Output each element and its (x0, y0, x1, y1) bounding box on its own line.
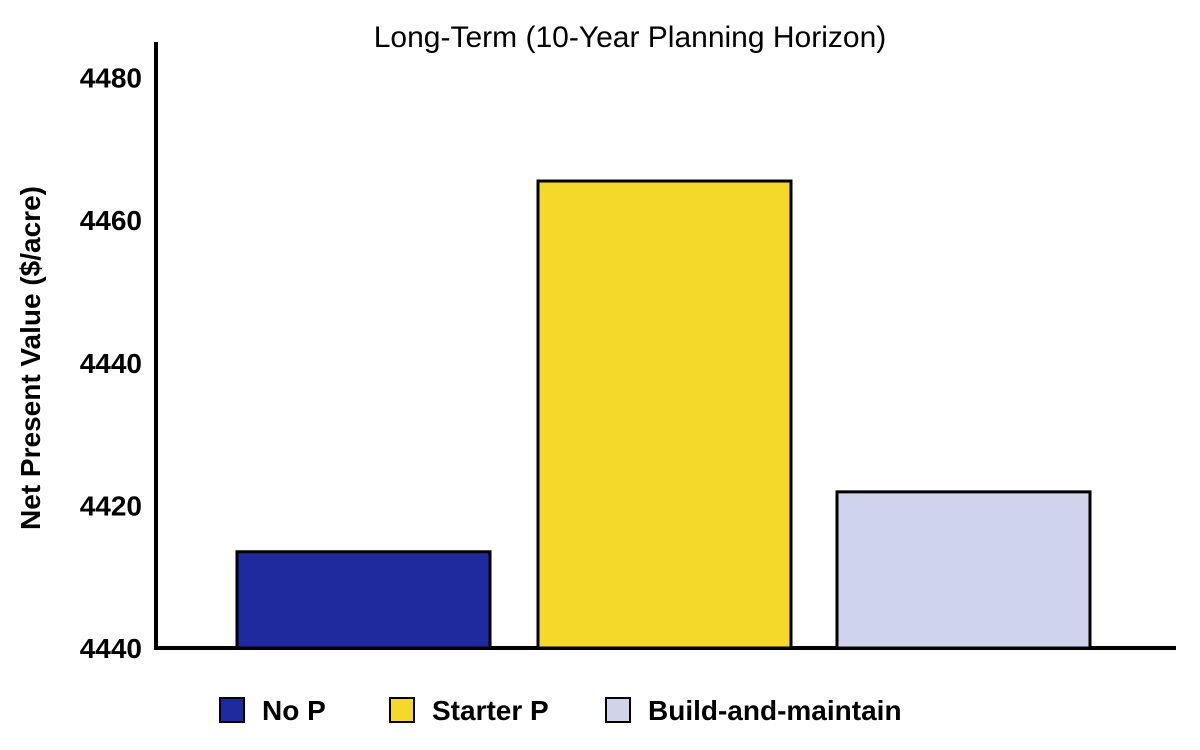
legend-label: No P (262, 695, 326, 726)
legend-label: Starter P (432, 695, 549, 726)
legend: No P Starter P Build-and-maintain (219, 695, 902, 726)
y-tick-label: 4460 (80, 205, 142, 236)
bar-build-and-maintain (835, 490, 1092, 650)
y-tick-label: 4440 (80, 348, 142, 379)
legend-swatch (605, 697, 631, 723)
bars (235, 179, 1092, 650)
y-tick-label: 4440 (80, 633, 142, 664)
bar-starter-p (536, 179, 793, 650)
y-tick-labels: 4440 4420 4440 4460 4480 (80, 63, 142, 664)
chart-title: Long-Term (10-Year Planning Horizon) (374, 21, 887, 54)
legend-swatch (219, 697, 245, 723)
y-tick-label: 4420 (80, 490, 142, 521)
y-tick-label: 4480 (80, 63, 142, 94)
bar-no-p (235, 550, 492, 650)
y-axis-label: Net Present Value ($/acre) (15, 186, 46, 530)
legend-swatch (389, 697, 415, 723)
legend-label: Build-and-maintain (648, 695, 902, 726)
